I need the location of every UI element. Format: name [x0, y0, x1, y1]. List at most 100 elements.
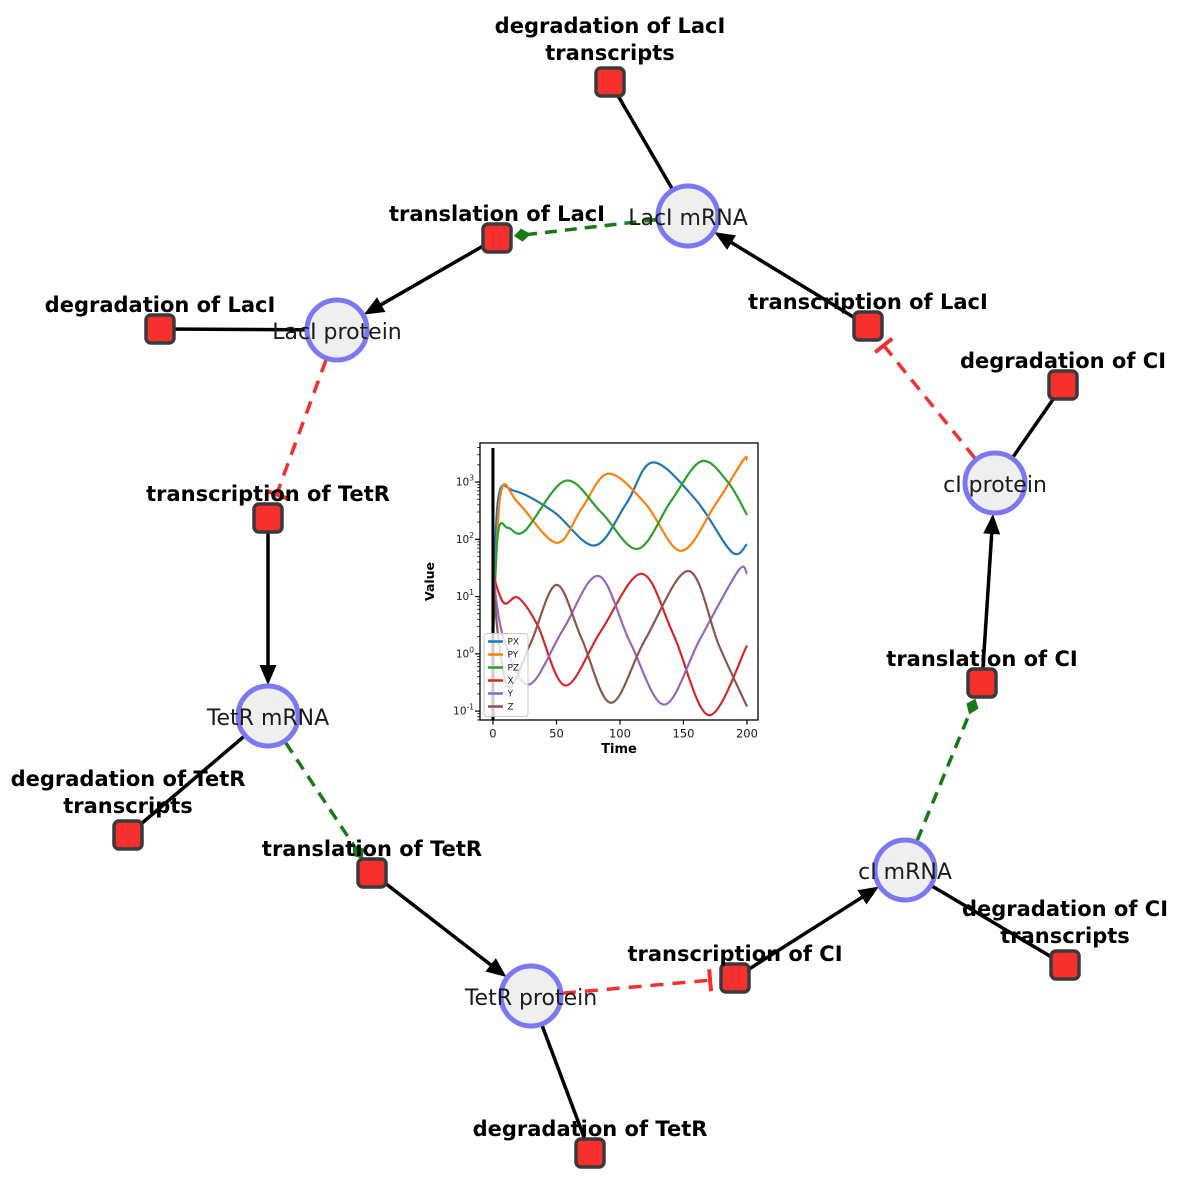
- reaction-node-translation-of-laci[interactable]: [481, 222, 513, 254]
- edge-transcription-of-laci-to-laci-mrna: [714, 232, 869, 328]
- reaction-label-transcription-of-tetr: transcription of TetR: [146, 482, 390, 506]
- production-line: [734, 893, 867, 980]
- species-node-ci-protein[interactable]: [962, 450, 1028, 516]
- reaction-label-degradation-of-ci-transcripts: transcripts: [1000, 924, 1130, 948]
- y-tick-label: 10-1: [453, 703, 474, 718]
- arrowhead-icon: [983, 513, 1001, 535]
- reaction-node-degradation-of-tetr-transcripts[interactable]: [112, 819, 144, 851]
- inhibition-tee-icon: [707, 969, 714, 992]
- y-tick-label: 103: [456, 474, 474, 489]
- nodes-layer: [112, 66, 1081, 1169]
- species-label-tetr-mrna: TetR mRNA: [206, 706, 329, 731]
- edge-tetr-protein-to-transcription-of-ci: [562, 969, 714, 995]
- species-node-laci-mrna[interactable]: [655, 183, 721, 249]
- reaction-label-degradation-of-ci-transcripts: degradation of CI: [962, 897, 1168, 921]
- reaction-label-degradation-of-tetr-transcripts: transcripts: [63, 794, 193, 818]
- x-tick-label: 150: [672, 727, 694, 741]
- reaction-node-transcription-of-laci[interactable]: [852, 310, 884, 342]
- reaction-label-degradation-of-laci: degradation of LacI: [45, 293, 276, 317]
- edge-laci-mrna-to-translation-of-laci: [513, 217, 657, 242]
- legend-label-y: Y: [507, 690, 514, 700]
- legend-label-py: PY: [508, 651, 519, 661]
- species-label-ci-protein: cI protein: [943, 473, 1047, 498]
- series-curve-py: [491, 455, 749, 643]
- arrowhead-icon: [363, 297, 386, 315]
- species-label-tetr-protein: TetR protein: [464, 986, 597, 1011]
- catalysis-diamond-icon: [513, 228, 531, 242]
- edge-laci-protein-to-transcription-of-tetr: [265, 359, 328, 501]
- reaction-node-transcription-of-ci[interactable]: [719, 962, 751, 994]
- reaction-node-transcription-of-tetr[interactable]: [252, 502, 284, 534]
- species-label-ci-mrna: cI mRNA: [858, 860, 952, 885]
- reaction-label-translation-of-ci: translation of CI: [886, 647, 1077, 671]
- species-node-laci-protein[interactable]: [304, 297, 370, 363]
- edge-translation-of-tetr-to-tetr-protein: [370, 871, 507, 978]
- inhibition-tee-icon: [873, 336, 894, 354]
- edge-ci-protein-to-transcription-of-laci: [873, 336, 977, 460]
- reaction-label-degradation-of-tetr-transcripts: degradation of TetR: [11, 767, 246, 791]
- edge-tetr-mrna-to-translation-of-tetr: [284, 741, 364, 859]
- inhibition-dashed-line: [562, 978, 711, 995]
- chart-legend: PX PY PZ XYZ: [483, 633, 529, 717]
- reaction-node-degradation-of-laci[interactable]: [144, 313, 176, 345]
- reaction-node-translation-of-ci[interactable]: [966, 667, 998, 699]
- edge-translation-of-ci-to-ci-protein: [980, 513, 1001, 684]
- y-tick-label: 100: [456, 645, 474, 660]
- species-node-tetr-mrna[interactable]: [235, 683, 301, 749]
- series-curve-px: [491, 461, 748, 643]
- catalysis-dashed-line: [284, 741, 357, 849]
- simulation-inset-chart: 0 50 100 150 200 10-1 100 101 102 103 Time Value PX P…: [422, 442, 759, 757]
- series-curve-pz: [491, 459, 748, 643]
- legend-label-x: X: [508, 677, 514, 687]
- reaction-node-degradation-of-ci-transcripts[interactable]: [1049, 949, 1081, 981]
- edge-transcription-of-tetr-to-tetr-mrna: [259, 518, 277, 685]
- catalysis-diamond-icon: [352, 844, 364, 859]
- y-tick-label: 101: [456, 588, 474, 603]
- reaction-label-degradation-of-laci-transcripts: transcripts: [545, 41, 675, 65]
- production-line: [727, 239, 869, 328]
- x-tick-label: 50: [549, 727, 564, 741]
- catalysis-dashed-line: [527, 217, 657, 237]
- species-label-laci-protein: LacI protein: [272, 320, 402, 345]
- y-tick-label: 102: [456, 531, 474, 546]
- inhibition-tee-icon: [265, 488, 288, 501]
- plot-frame: [479, 442, 759, 721]
- legend-label-pz: PZ: [508, 664, 520, 674]
- x-tick-label: 100: [609, 727, 631, 741]
- catalysis-diamond-icon: [966, 698, 979, 715]
- species-label-laci-mrna: LacI mRNA: [628, 206, 748, 231]
- production-line: [980, 529, 994, 684]
- inhibition-dashed-line: [274, 359, 328, 496]
- reaction-node-degradation-of-tetr[interactable]: [574, 1137, 606, 1169]
- legend-box: [483, 633, 529, 717]
- reaction-label-translation-of-tetr: translation of TetR: [262, 837, 482, 861]
- reaction-node-translation-of-tetr[interactable]: [356, 857, 388, 889]
- series-curve-x: [491, 572, 748, 717]
- reaction-label-degradation-of-tetr: degradation of TetR: [473, 1117, 708, 1141]
- x-tick-label: 200: [736, 727, 758, 741]
- inhibition-dashed-line: [882, 344, 977, 460]
- arrowhead-icon: [714, 232, 736, 250]
- reaction-label-degradation-of-ci: degradation of CI: [960, 349, 1166, 373]
- reaction-label-degradation-of-laci-transcripts: degradation of LacI: [495, 14, 726, 38]
- reaction-node-degradation-of-ci[interactable]: [1047, 369, 1079, 401]
- arrowhead-icon: [857, 886, 879, 905]
- edge-translation-of-laci-to-laci-protein: [363, 236, 498, 315]
- y-axis-label: Value: [422, 562, 437, 601]
- reaction-node-degradation-of-laci-transcripts[interactable]: [594, 66, 626, 98]
- x-axis-label: Time: [601, 742, 637, 757]
- labels-layer: LacI mRNA LacI protein TetR mRNA TetR prote…: [11, 14, 1168, 1141]
- reaction-label-translation-of-laci: translation of LacI: [389, 202, 605, 226]
- arrowhead-icon: [259, 665, 277, 685]
- reaction-label-transcription-of-laci: transcription of LacI: [748, 290, 988, 314]
- species-node-tetr-protein[interactable]: [498, 963, 564, 1029]
- production-line: [370, 871, 495, 969]
- edge-ci-mrna-to-translation-of-ci: [915, 698, 979, 842]
- x-tick-label: 0: [489, 727, 496, 741]
- legend-label-px: PX: [508, 638, 520, 648]
- arrowhead-icon: [485, 958, 507, 978]
- species-node-ci-mrna[interactable]: [872, 837, 938, 903]
- edge-transcription-of-ci-to-ci-mrna: [734, 886, 879, 980]
- catalysis-dashed-line: [915, 710, 972, 842]
